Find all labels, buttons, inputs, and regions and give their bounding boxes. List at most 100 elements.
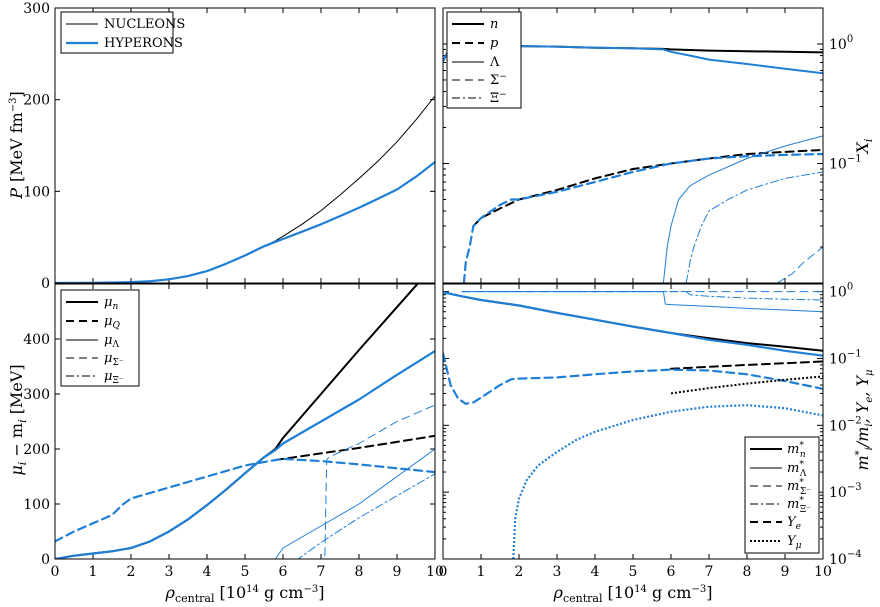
x-tick-label: 2 (127, 564, 136, 580)
series-m-line (461, 291, 823, 301)
legend-label-mstar-n: m* n (787, 441, 806, 460)
x-tick-label: 8 (355, 564, 364, 580)
legend-label-mu-sigma: μΣ⁻ (104, 351, 124, 368)
x-tick-label: 2 (515, 564, 524, 580)
series-q-line (274, 434, 435, 461)
y-tick-label: 10−3 (829, 482, 862, 501)
series-hyperons-line (776, 246, 823, 283)
legend-label-n: n (490, 17, 498, 32)
series-y-e-line (670, 360, 823, 370)
x-tick-label: 10 (814, 564, 832, 580)
ylabel-pressure: P[MeV fm−3] (7, 91, 26, 200)
panel-pressure: 0 100 200 300 (23, 1, 436, 292)
legend-label-mstar-xi: m* Ξ⁻ (787, 496, 811, 515)
y-tick-label: 0 (41, 552, 50, 568)
series-m-n-line (443, 291, 823, 352)
legend-box (60, 289, 140, 387)
legend-label-mstar-lambda: m* Λ (787, 460, 807, 479)
x-tick-label: 8 (743, 564, 752, 580)
x-tick-label: 10 (426, 564, 444, 580)
x-tick-label: 1 (477, 564, 486, 580)
series-hyperons-line (55, 160, 435, 283)
legend-box (744, 436, 820, 554)
legend-label-nucleons: NUCLEONS (104, 17, 185, 32)
legend-label-p: p (490, 36, 499, 51)
series-effective-mass (443, 291, 823, 559)
y-tick-label: 100 (829, 34, 853, 53)
series-q-hyperons-line (55, 457, 435, 543)
x-tick-label: 1 (89, 564, 98, 580)
x-tick-label: 0 (439, 564, 448, 580)
legend-chemical-potential: μn μQ μΛ μΣ⁻ μΞ⁻ (60, 289, 140, 387)
legend-label-mu-xi: μΞ⁻ (104, 369, 124, 386)
x-tick-label: 3 (165, 564, 174, 580)
frame-effective-mass (442, 283, 824, 560)
frame-chemical-potential (54, 283, 436, 560)
legend-label-lambda: Λ (489, 55, 500, 70)
legend-box (60, 11, 174, 54)
y-tick-label: 10−4 (829, 549, 862, 568)
y-tick-label: 300 (23, 1, 50, 17)
legend-label-hyperons: HYPERONS (104, 36, 183, 51)
x-tick-label: 7 (317, 564, 326, 580)
series-m-n-hyperons-line (443, 291, 823, 357)
x-tick-label: 5 (241, 564, 250, 580)
series--line (685, 171, 823, 283)
y-tick-label: 10−2 (829, 415, 862, 434)
series--line (55, 448, 435, 559)
series--line (55, 473, 435, 559)
frame-pressure (54, 7, 436, 284)
y-tick-label: 100 (23, 497, 50, 513)
x-tick-label: 5 (629, 564, 638, 580)
x-tick-label: 7 (705, 564, 714, 580)
x-tick-label: 6 (667, 564, 676, 580)
series-p-hyperons-line (462, 152, 823, 283)
y-tick-label: 200 (23, 93, 50, 109)
y-tick-label: 200 (23, 442, 50, 458)
series-chemical-potential (55, 284, 435, 559)
frame-fractions (442, 7, 824, 284)
x-tick-label: 4 (591, 564, 600, 580)
y-tick-label: 100 (23, 184, 50, 200)
legend-label-mu-n: μn (104, 295, 118, 312)
y-tick-label: 400 (23, 332, 50, 348)
ticks-effective-mass: 0 1 2 3 4 5 6 7 8 9 10 100 10−1 10−2 10−3 10−4 (439, 282, 862, 580)
ylabel-fractions: Xi (853, 139, 875, 156)
series-m-line (461, 291, 823, 313)
legend-pressure: NUCLEONS HYPERONS (60, 11, 185, 54)
ylabel-effective-mass: m*i/mi, Ye, Yμ (853, 369, 875, 470)
y-tick-label: 100 (829, 282, 853, 301)
panel-fractions: 100 10−1 (442, 7, 862, 284)
legend-box (446, 11, 522, 109)
panel-effective-mass: 0 1 2 3 4 5 6 7 8 9 10 100 10−1 10−2 10−3 10−4 (439, 282, 862, 580)
series-y-line (670, 375, 823, 395)
x-tick-label: 0 (51, 564, 60, 580)
y-tick-label: 10−1 (829, 153, 862, 172)
legend-effective-mass: m* n m* Λ m* Σ⁻ m* Ξ⁻ Ye Yμ (744, 436, 820, 554)
x-tick-label: 9 (781, 564, 790, 580)
x-tick-label: 9 (393, 564, 402, 580)
x-tick-label: 4 (203, 564, 212, 580)
series--line (662, 135, 823, 283)
y-tick-label: 10−1 (829, 348, 862, 367)
legend-label-mu-q: μQ (104, 314, 120, 331)
series-y-hyperons-line (512, 404, 823, 559)
series-pressure (55, 95, 435, 283)
series--line (55, 404, 435, 559)
legend-label-mstar-sigma: m* Σ⁻ (787, 478, 811, 497)
legend-fractions: n p Λ Σ− Ξ− (446, 11, 522, 109)
y-tick-label: 0 (41, 276, 50, 292)
y-tick-label: 300 (23, 387, 50, 403)
series-n-hyperons-line (55, 350, 435, 559)
series-p-line (472, 148, 823, 227)
xlabel-effective-mass: ρcentral [1014 g cm−3] (553, 583, 713, 605)
legend-label-ymu: Yμ (787, 534, 802, 551)
legend-label-ye: Ye (787, 515, 801, 532)
x-tick-label: 3 (553, 564, 562, 580)
series-y-e-hyperons-line (443, 352, 823, 405)
ylabel-chemical-potential: μi − mi [MeV] (7, 364, 29, 475)
xlabel-chemical-potential: ρcentral [1014 g cm−3] (165, 583, 325, 605)
